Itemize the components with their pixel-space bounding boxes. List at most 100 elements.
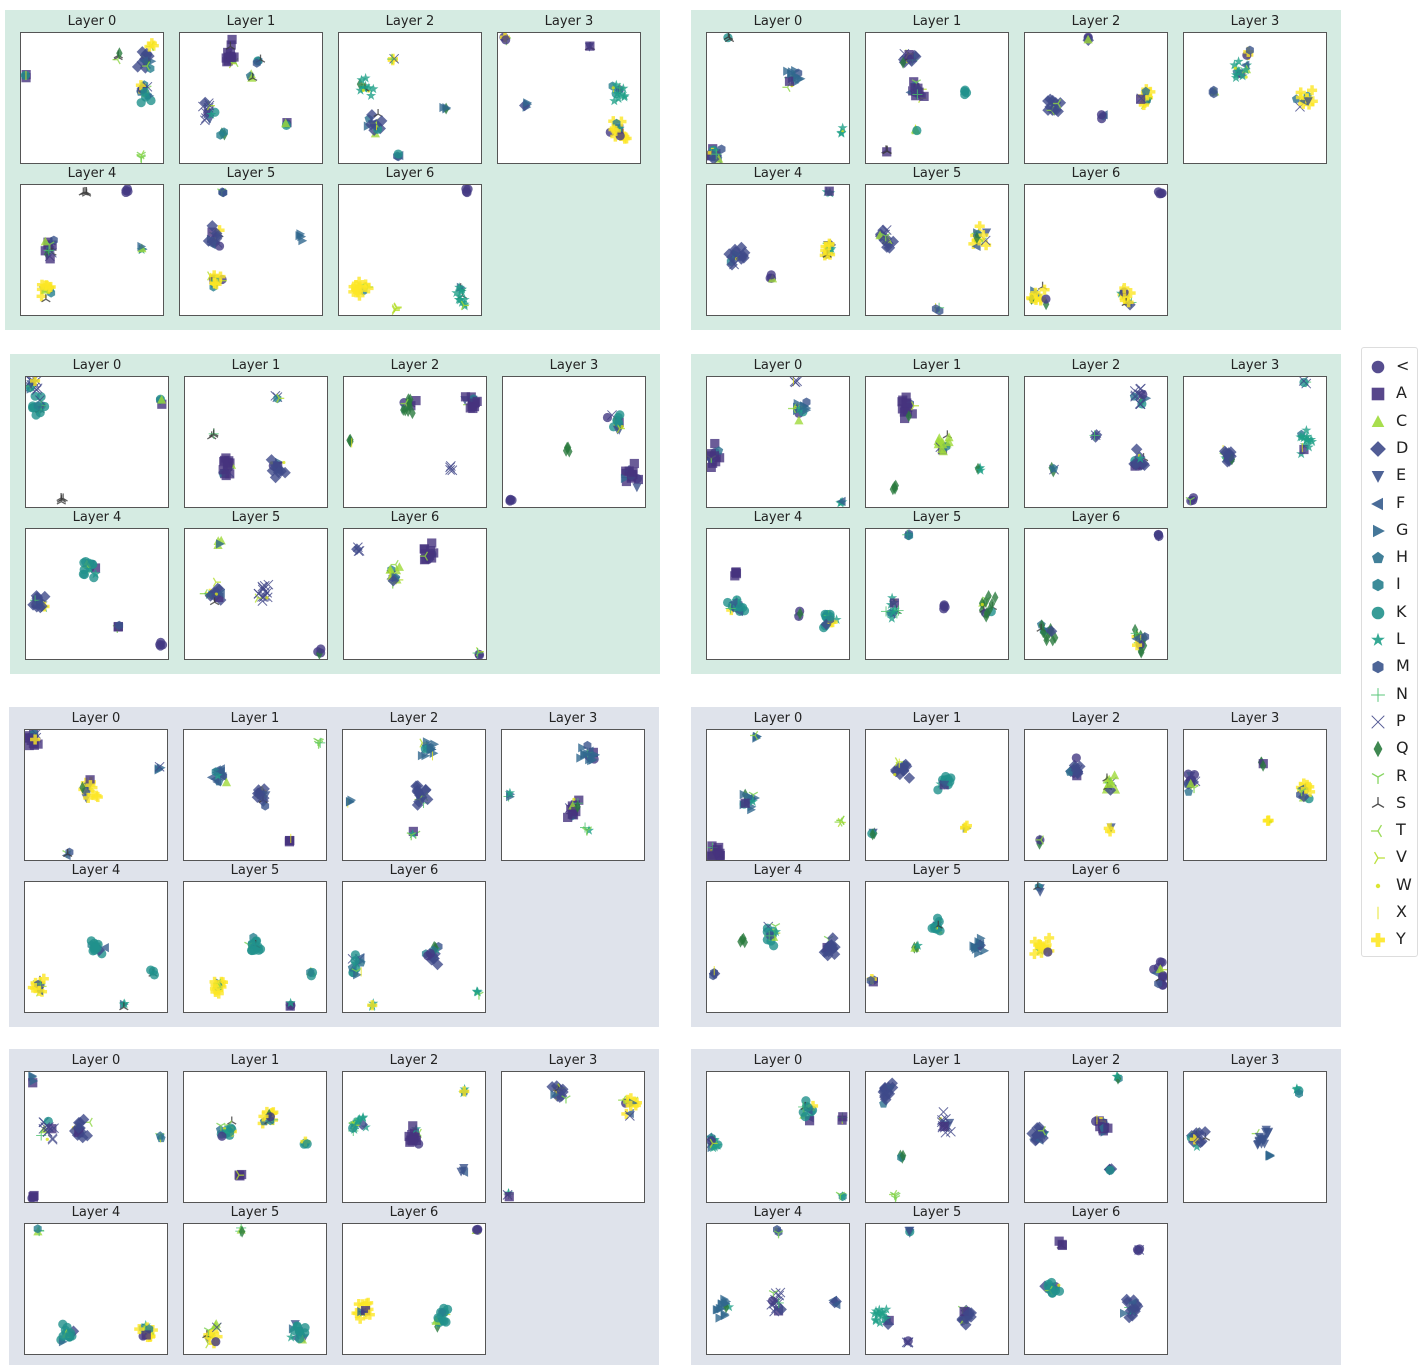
legend-entry: V (1362, 844, 1419, 871)
data-point (1110, 770, 1119, 779)
panel-title: Layer 1 (179, 14, 323, 30)
panel-title: Layer 5 (865, 863, 1009, 879)
data-point (933, 914, 942, 923)
data-point (28, 1192, 37, 1201)
data-point (265, 596, 268, 599)
data-point (408, 1121, 417, 1130)
data-point (461, 392, 470, 401)
legend-marker-icon (1368, 521, 1388, 541)
data-point (1154, 532, 1163, 541)
legend-marker-icon (1368, 494, 1388, 514)
panel-title: Layer 2 (1024, 358, 1168, 374)
data-point (928, 924, 937, 933)
data-point (227, 35, 236, 44)
scatter-plot (1025, 185, 1167, 315)
scatter-plot (25, 730, 167, 860)
data-point (1036, 888, 1045, 897)
data-point (904, 50, 913, 59)
scatter-plot (1025, 33, 1167, 163)
data-point (91, 943, 100, 952)
panel-title: Layer 1 (183, 1053, 327, 1069)
scatter-plot (1184, 1072, 1326, 1202)
data-point (387, 54, 397, 64)
panel-title: Layer 5 (865, 1205, 1009, 1221)
data-point (222, 471, 231, 480)
legend-label: A (1396, 383, 1407, 402)
legend-label: H (1396, 547, 1408, 566)
data-point (1043, 947, 1052, 956)
data-point (140, 88, 149, 97)
data-point (58, 1332, 67, 1341)
legend-entry: Q (1362, 735, 1419, 762)
scatter-panel (183, 1223, 327, 1355)
panel-title: Layer 0 (706, 14, 850, 30)
data-point (838, 1112, 847, 1121)
data-point (226, 1124, 235, 1133)
data-point (1058, 1240, 1067, 1249)
panel-title: Layer 0 (20, 14, 164, 30)
scatter-plot (343, 1224, 485, 1354)
scatter-plot (1025, 1224, 1167, 1354)
data-point (893, 773, 896, 776)
legend-marker-icon (1368, 548, 1388, 568)
data-point (347, 434, 354, 446)
panel-title: Layer 2 (342, 711, 486, 727)
panel-title: Layer 5 (184, 510, 328, 526)
scatter-panel (179, 32, 323, 164)
scatter-plot (502, 730, 644, 860)
scatter-panel (865, 528, 1009, 660)
data-point (46, 1138, 49, 1141)
legend-entry: N (1362, 681, 1419, 708)
scatter-panel (20, 32, 164, 164)
legend-label: M (1396, 656, 1410, 675)
data-point (732, 569, 741, 578)
data-point (219, 457, 228, 466)
legend-label: V (1396, 847, 1407, 866)
legend-marker-icon (1368, 657, 1388, 677)
data-point (902, 398, 911, 407)
legend-entry: X (1362, 899, 1419, 926)
scatter-plot (184, 882, 326, 1012)
panel-title: Layer 3 (1183, 14, 1327, 30)
data-point (350, 956, 359, 965)
scatter-plot (339, 33, 481, 163)
data-point (1234, 67, 1237, 70)
data-point (736, 602, 745, 611)
panel-title: Layer 2 (343, 358, 487, 374)
scatter-panel (865, 32, 1009, 164)
data-point (158, 640, 167, 649)
scatter-panel (1183, 32, 1327, 164)
data-point (433, 1313, 442, 1322)
legend-label: L (1396, 629, 1405, 648)
scatter-plot (707, 529, 849, 659)
data-point (621, 425, 624, 428)
panel-title: Layer 6 (1024, 166, 1168, 182)
data-point (217, 1132, 226, 1141)
legend-label: S (1396, 793, 1406, 812)
panel-title: Layer 2 (1024, 711, 1168, 727)
scatter-plot (866, 33, 1008, 163)
scatter-panel (865, 1071, 1009, 1203)
legend-entry: F (1362, 490, 1419, 517)
legend-entry: < (1362, 353, 1419, 380)
legend-marker-icon (1368, 848, 1388, 868)
data-point (585, 42, 594, 51)
scatter-panel (1024, 1071, 1168, 1203)
data-point (1263, 815, 1273, 825)
legend-marker-icon (1368, 930, 1388, 950)
data-point (776, 1288, 785, 1297)
data-point (285, 836, 294, 845)
panel-title: Layer 3 (1183, 711, 1327, 727)
data-point (427, 538, 436, 547)
legend-entry: Y (1362, 926, 1419, 953)
scatter-plot (502, 1072, 644, 1202)
legend-marker-icon (1368, 603, 1388, 623)
scatter-panel (865, 184, 1009, 316)
data-point (825, 187, 834, 196)
scatter-panel (1183, 729, 1327, 861)
